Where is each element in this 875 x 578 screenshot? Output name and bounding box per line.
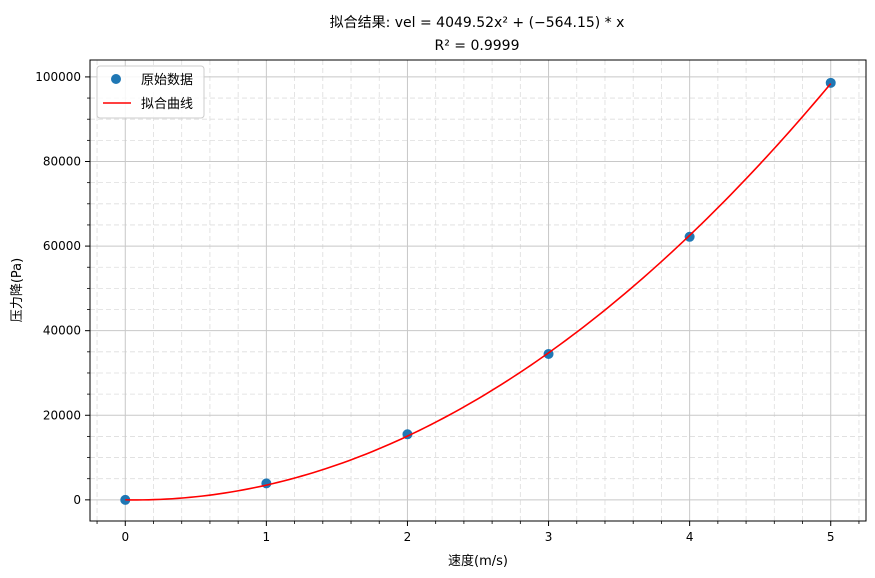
plot-frame bbox=[89, 59, 867, 522]
legend-box bbox=[96, 65, 205, 119]
ticks-layer: 0 1 2 3 4 5 0 20000 40000 60000 80000 100000 bbox=[35, 70, 860, 544]
x-tick-label: 2 bbox=[404, 530, 412, 544]
y-tick-label: 80000 bbox=[43, 155, 81, 169]
x-tick-label: 3 bbox=[545, 530, 553, 544]
y-axis-title: 压力降(Pa) bbox=[10, 258, 25, 322]
data-point bbox=[684, 231, 695, 242]
x-tick-label: 0 bbox=[121, 530, 129, 544]
fit-curve-line bbox=[125, 83, 832, 501]
y-tick-label: 0 bbox=[73, 493, 81, 507]
chart-subtitle: R² = 0.9999 bbox=[435, 38, 520, 54]
legend-label-raw-data: 原始数据 bbox=[141, 73, 193, 88]
grid-layer bbox=[90, 60, 866, 521]
legend-label-fit-curve: 拟合曲线 bbox=[141, 97, 193, 112]
y-tick-label: 40000 bbox=[43, 324, 81, 338]
y-tick-label: 20000 bbox=[43, 408, 81, 422]
x-tick-label: 5 bbox=[827, 530, 835, 544]
data-point bbox=[825, 77, 836, 88]
legend-marker-raw-data bbox=[111, 74, 121, 84]
x-axis-title: 速度(m/s) bbox=[448, 553, 508, 569]
data-layer bbox=[120, 77, 836, 505]
data-point bbox=[261, 478, 272, 489]
x-tick-label: 4 bbox=[686, 530, 694, 544]
chart-title: 拟合结果: vel = 4049.52x² + (−564.15) * x bbox=[330, 15, 625, 31]
y-tick-label: 100000 bbox=[35, 70, 81, 84]
x-tick-label: 1 bbox=[263, 530, 271, 544]
legend: 原始数据 拟合曲线 bbox=[96, 65, 205, 119]
y-tick-label: 60000 bbox=[43, 239, 81, 253]
